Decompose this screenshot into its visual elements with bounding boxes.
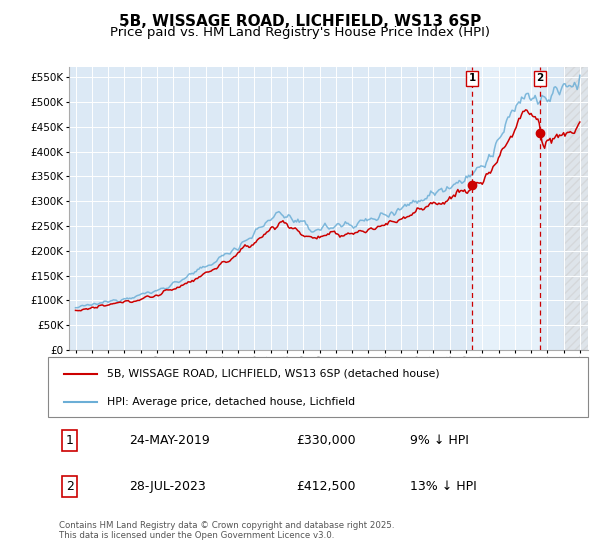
Bar bbox=[472, 67, 540, 350]
Text: 2: 2 bbox=[536, 73, 544, 83]
Text: Contains HM Land Registry data © Crown copyright and database right 2025.
This d: Contains HM Land Registry data © Crown c… bbox=[59, 521, 394, 540]
Text: 1: 1 bbox=[469, 73, 476, 83]
Text: Price paid vs. HM Land Registry's House Price Index (HPI): Price paid vs. HM Land Registry's House … bbox=[110, 26, 490, 39]
Text: 2: 2 bbox=[65, 480, 74, 493]
Text: 28-JUL-2023: 28-JUL-2023 bbox=[129, 480, 206, 493]
FancyBboxPatch shape bbox=[48, 357, 588, 417]
Text: £330,000: £330,000 bbox=[296, 434, 356, 447]
Text: 9% ↓ HPI: 9% ↓ HPI bbox=[410, 434, 469, 447]
Text: 5B, WISSAGE ROAD, LICHFIELD, WS13 6SP (detached house): 5B, WISSAGE ROAD, LICHFIELD, WS13 6SP (d… bbox=[107, 368, 440, 379]
Text: 5B, WISSAGE ROAD, LICHFIELD, WS13 6SP: 5B, WISSAGE ROAD, LICHFIELD, WS13 6SP bbox=[119, 14, 481, 29]
Text: £412,500: £412,500 bbox=[296, 480, 356, 493]
Text: 24-MAY-2019: 24-MAY-2019 bbox=[129, 434, 210, 447]
Text: HPI: Average price, detached house, Lichfield: HPI: Average price, detached house, Lich… bbox=[107, 397, 356, 407]
Text: 1: 1 bbox=[65, 434, 74, 447]
Bar bbox=[563, 67, 591, 350]
Text: 13% ↓ HPI: 13% ↓ HPI bbox=[410, 480, 476, 493]
